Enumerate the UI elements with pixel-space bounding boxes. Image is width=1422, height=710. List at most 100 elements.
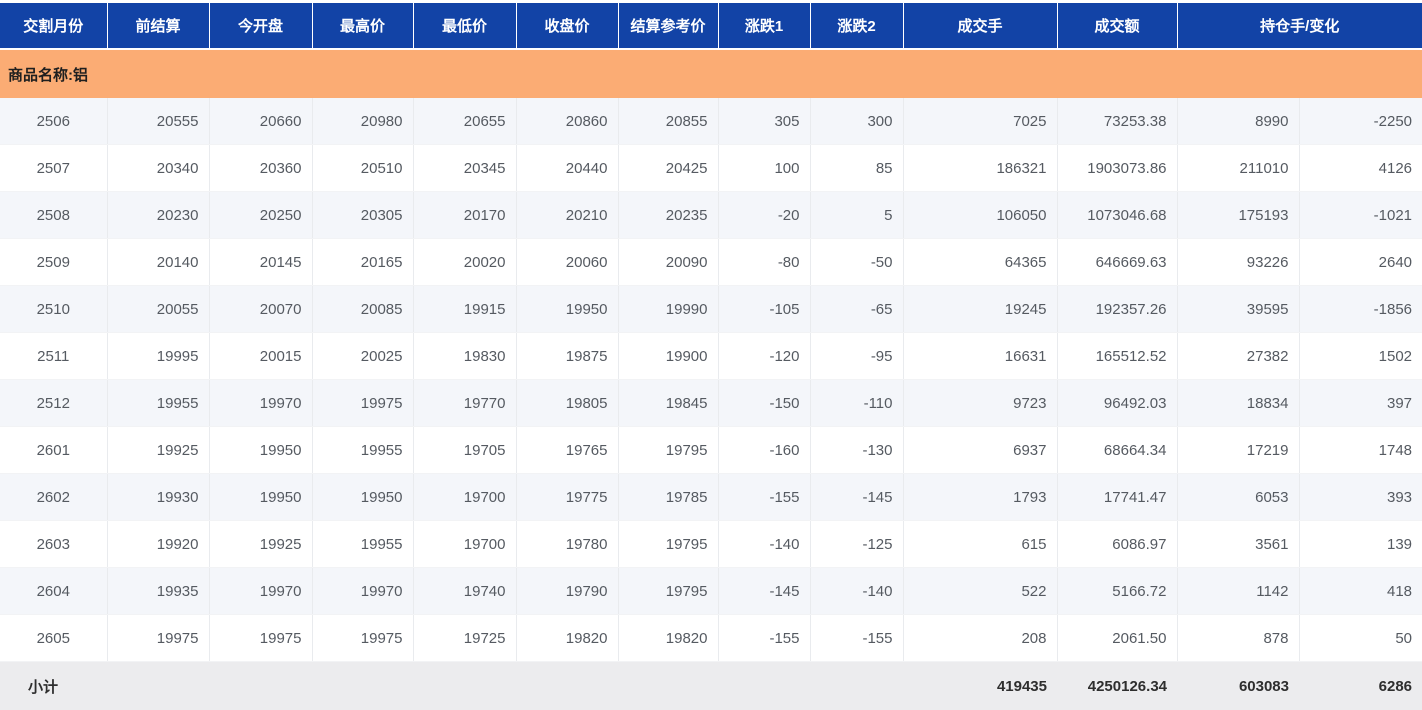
cell-prev_settle: 20555 xyxy=(107,98,209,145)
cell-volume: 6937 xyxy=(903,427,1057,474)
cell-change1: -150 xyxy=(718,380,810,427)
cell-low: 20170 xyxy=(413,192,516,239)
cell-change2: -65 xyxy=(810,286,903,333)
cell-close: 19950 xyxy=(516,286,618,333)
cell-open: 20015 xyxy=(209,333,312,380)
cell-open: 19925 xyxy=(209,521,312,568)
cell-open_interest: 27382 xyxy=(1177,333,1299,380)
cell-open: 19975 xyxy=(209,615,312,662)
subtotal-row: 小计 419435 4250126.34 603083 6286 xyxy=(0,662,1422,710)
cell-open: 20660 xyxy=(209,98,312,145)
col-header-volume: 成交手 xyxy=(903,3,1057,49)
cell-month: 2603 xyxy=(0,521,107,568)
cell-month: 2604 xyxy=(0,568,107,615)
col-header-low: 最低价 xyxy=(413,3,516,49)
cell-change1: -20 xyxy=(718,192,810,239)
cell-low: 20655 xyxy=(413,98,516,145)
cell-change2: 300 xyxy=(810,98,903,145)
cell-prev_settle: 20340 xyxy=(107,145,209,192)
cell-month: 2605 xyxy=(0,615,107,662)
cell-volume: 522 xyxy=(903,568,1057,615)
cell-turnover: 646669.63 xyxy=(1057,239,1177,286)
cell-turnover: 73253.38 xyxy=(1057,98,1177,145)
cell-change2: -140 xyxy=(810,568,903,615)
cell-open_interest: 878 xyxy=(1177,615,1299,662)
cell-settle_ref: 19795 xyxy=(618,568,718,615)
cell-open: 19950 xyxy=(209,427,312,474)
cell-month: 2602 xyxy=(0,474,107,521)
cell-high: 19955 xyxy=(312,521,413,568)
cell-oi_change: 393 xyxy=(1299,474,1422,521)
cell-open_interest: 39595 xyxy=(1177,286,1299,333)
cell-month: 2511 xyxy=(0,333,107,380)
cell-oi_change: 2640 xyxy=(1299,239,1422,286)
cell-oi_change: 397 xyxy=(1299,380,1422,427)
cell-month: 2510 xyxy=(0,286,107,333)
col-header-change2: 涨跌2 xyxy=(810,3,903,49)
cell-high: 19975 xyxy=(312,615,413,662)
cell-turnover: 5166.72 xyxy=(1057,568,1177,615)
cell-close: 19780 xyxy=(516,521,618,568)
cell-settle_ref: 20090 xyxy=(618,239,718,286)
cell-oi_change: 1748 xyxy=(1299,427,1422,474)
subtotal-spacer xyxy=(107,662,903,710)
cell-high: 20025 xyxy=(312,333,413,380)
cell-prev_settle: 19995 xyxy=(107,333,209,380)
cell-low: 19740 xyxy=(413,568,516,615)
cell-volume: 19245 xyxy=(903,286,1057,333)
cell-oi_change: 50 xyxy=(1299,615,1422,662)
cell-prev_settle: 19935 xyxy=(107,568,209,615)
cell-settle_ref: 20855 xyxy=(618,98,718,145)
cell-turnover: 165512.52 xyxy=(1057,333,1177,380)
cell-turnover: 6086.97 xyxy=(1057,521,1177,568)
cell-volume: 186321 xyxy=(903,145,1057,192)
header-row: 交割月份 前结算 今开盘 最高价 最低价 收盘价 结算参考价 涨跌1 涨跌2 成… xyxy=(0,3,1422,49)
cell-turnover: 192357.26 xyxy=(1057,286,1177,333)
cell-open: 20360 xyxy=(209,145,312,192)
cell-change1: -105 xyxy=(718,286,810,333)
cell-volume: 1793 xyxy=(903,474,1057,521)
cell-open_interest: 93226 xyxy=(1177,239,1299,286)
cell-volume: 16631 xyxy=(903,333,1057,380)
col-header-prev-settle: 前结算 xyxy=(107,3,209,49)
col-header-open: 今开盘 xyxy=(209,3,312,49)
cell-prev_settle: 19925 xyxy=(107,427,209,474)
cell-volume: 64365 xyxy=(903,239,1057,286)
subtotal-change: 6286 xyxy=(1299,662,1422,710)
subtotal-label: 小计 xyxy=(0,662,107,710)
cell-month: 2601 xyxy=(0,427,107,474)
cell-open_interest: 17219 xyxy=(1177,427,1299,474)
cell-low: 20345 xyxy=(413,145,516,192)
cell-month: 2509 xyxy=(0,239,107,286)
cell-high: 19955 xyxy=(312,427,413,474)
cell-settle_ref: 19990 xyxy=(618,286,718,333)
cell-volume: 106050 xyxy=(903,192,1057,239)
cell-oi_change: 4126 xyxy=(1299,145,1422,192)
futures-quotes-table: 交割月份 前结算 今开盘 最高价 最低价 收盘价 结算参考价 涨跌1 涨跌2 成… xyxy=(0,3,1422,710)
cell-close: 19765 xyxy=(516,427,618,474)
col-header-settle-ref: 结算参考价 xyxy=(618,3,718,49)
subtotal-volume: 419435 xyxy=(903,662,1057,710)
cell-close: 20060 xyxy=(516,239,618,286)
cell-high: 19975 xyxy=(312,380,413,427)
cell-change2: -155 xyxy=(810,615,903,662)
cell-high: 20305 xyxy=(312,192,413,239)
cell-open_interest: 6053 xyxy=(1177,474,1299,521)
cell-prev_settle: 19920 xyxy=(107,521,209,568)
cell-open: 20070 xyxy=(209,286,312,333)
cell-oi_change: 1502 xyxy=(1299,333,1422,380)
col-header-high: 最高价 xyxy=(312,3,413,49)
cell-open_interest: 175193 xyxy=(1177,192,1299,239)
cell-open_interest: 211010 xyxy=(1177,145,1299,192)
cell-oi_change: 139 xyxy=(1299,521,1422,568)
col-header-open-interest-change: 持仓手/变化 xyxy=(1177,3,1422,49)
cell-settle_ref: 19900 xyxy=(618,333,718,380)
cell-prev_settle: 20230 xyxy=(107,192,209,239)
cell-high: 20980 xyxy=(312,98,413,145)
